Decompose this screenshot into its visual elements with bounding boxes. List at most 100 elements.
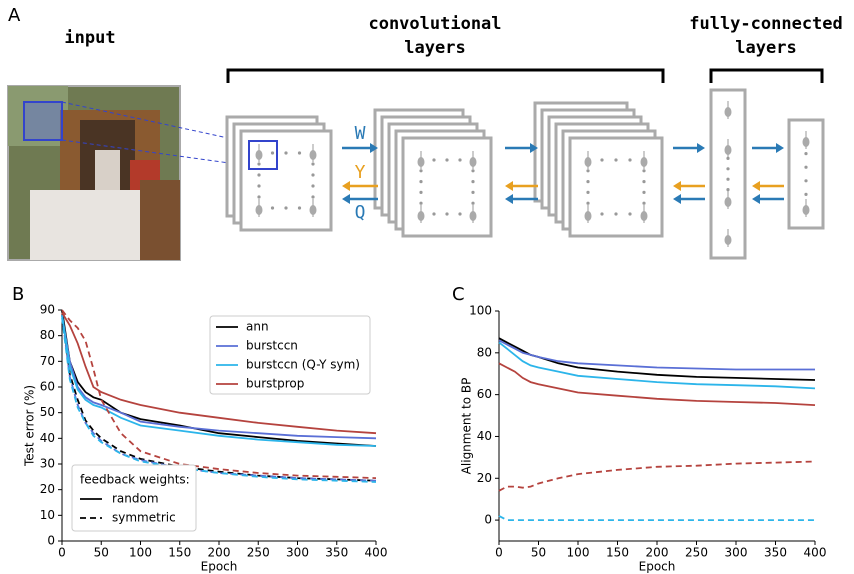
neuron (417, 211, 425, 221)
dots (471, 169, 475, 173)
line (498, 337, 816, 381)
arrow-head (342, 194, 350, 204)
y-tick-label: 60 (477, 387, 492, 401)
arrow-head (505, 181, 513, 191)
legend-label: symmetric (112, 511, 176, 525)
symmetric-line (61, 309, 377, 479)
dots (726, 156, 730, 160)
x-tick-label: 100 (129, 546, 152, 560)
symmetric-line (498, 515, 815, 521)
dots (419, 201, 423, 205)
x-tick-label: 350 (325, 546, 348, 560)
arrow-head (697, 143, 705, 153)
x-tick-label: 200 (208, 546, 231, 560)
line (61, 309, 377, 447)
input-label: input (64, 28, 116, 48)
dots (642, 180, 646, 184)
legend-label: burstccn (Q-Y sym) (246, 358, 360, 372)
y-tick-label: 40 (40, 431, 55, 445)
neuron (584, 211, 592, 221)
x-axis-label: Epoch (201, 560, 238, 574)
dots (804, 192, 808, 196)
x-tick-label: 0 (58, 546, 66, 560)
neuron (309, 150, 317, 160)
arrow-head (505, 194, 513, 204)
dots (432, 212, 436, 216)
arrow-head (673, 194, 681, 204)
x-tick-label: 250 (247, 546, 270, 560)
x-tick-label: 200 (646, 546, 669, 560)
y-tick-label: 60 (40, 380, 55, 394)
y-tick-label: 50 (40, 405, 55, 419)
arrow-head (342, 181, 350, 191)
dots (270, 206, 275, 210)
legend-title: feedback weights: (80, 473, 190, 487)
dots (471, 201, 475, 205)
dots (471, 190, 475, 194)
input-image (7, 85, 181, 261)
neuron (309, 205, 317, 215)
neuron (255, 150, 263, 160)
y-tick-label: 90 (40, 303, 55, 317)
dots (586, 190, 590, 194)
y-tick-label: 40 (477, 429, 492, 443)
neuron (724, 197, 732, 207)
panel-label: C (452, 284, 465, 305)
dots (586, 201, 590, 205)
conv-label: convolutional layers (368, 14, 502, 58)
y-tick-label: 0 (47, 534, 55, 548)
line (61, 314, 377, 447)
dots (311, 184, 315, 188)
arrow-head (776, 143, 784, 153)
dots (311, 162, 315, 166)
neuron (584, 157, 592, 167)
layer-map (401, 136, 493, 238)
dots (600, 158, 604, 162)
dots (458, 212, 462, 216)
y-tick-label: 80 (40, 328, 55, 342)
x-tick-label: 100 (567, 546, 590, 560)
neuron (802, 205, 810, 215)
legend-box (71, 464, 197, 532)
x-tick-label: 400 (365, 546, 388, 560)
dots (600, 212, 604, 216)
y-tick-label: 30 (40, 457, 55, 471)
dots (458, 158, 462, 162)
dots (726, 188, 730, 192)
x-tick-label: 400 (804, 546, 827, 560)
weight-label: Y (355, 162, 366, 183)
dots (270, 151, 275, 155)
dots (471, 180, 475, 184)
neuron (255, 205, 263, 215)
x-tick-label: 300 (725, 546, 748, 560)
dots (804, 179, 808, 183)
receptive-field (248, 140, 278, 170)
symmetric-line (61, 317, 377, 483)
x-tick-label: 250 (685, 546, 708, 560)
x-tick-label: 50 (94, 546, 109, 560)
dots (257, 173, 261, 177)
y-axis-label: Test error (%) (23, 385, 37, 467)
panel-label: A (8, 5, 21, 26)
y-tick-label: 20 (477, 471, 492, 485)
dots (257, 184, 261, 188)
dots (628, 158, 632, 162)
neuron (640, 211, 648, 221)
projection-line (61, 139, 252, 167)
weight-label: W (355, 123, 366, 144)
dots (804, 152, 808, 156)
dots (642, 201, 646, 205)
neuron (469, 211, 477, 221)
dots (642, 190, 646, 194)
dots (726, 167, 730, 171)
neuron (724, 145, 732, 155)
symmetric-line (61, 314, 377, 482)
y-axis-label: Alignment to BP (460, 378, 474, 475)
y-tick-label: 70 (40, 354, 55, 368)
dots (586, 180, 590, 184)
legend-label: ann (246, 320, 269, 334)
legend-label: random (112, 492, 159, 506)
legend-box (209, 315, 371, 395)
dots (445, 158, 449, 162)
